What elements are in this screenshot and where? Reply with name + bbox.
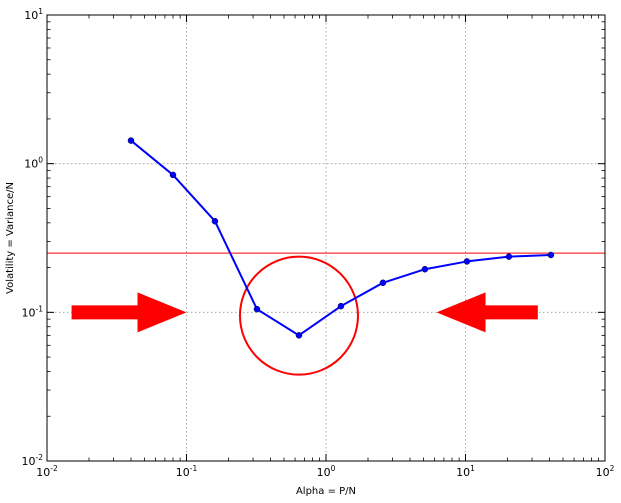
data-point <box>547 251 555 259</box>
plot-frame <box>46 14 606 462</box>
arrow-left <box>436 292 538 333</box>
y-tick-label: 10-2 <box>22 453 44 468</box>
x-tick-exponent: 0 <box>331 464 336 473</box>
x-axis-label: Alpha = P/N <box>296 486 356 497</box>
highlight-circle <box>238 255 359 376</box>
y-tick-base: 10 <box>22 306 36 319</box>
data-point <box>253 305 261 313</box>
data-point <box>169 171 177 179</box>
y-tick-label: 10-1 <box>22 304 44 319</box>
annotations <box>47 252 605 376</box>
y-tick-exponent: 1 <box>38 7 43 16</box>
y-axis-label: Volatility = Variance/N <box>5 182 16 294</box>
series-group <box>127 137 555 339</box>
y-tick-base: 10 <box>22 455 36 468</box>
x-tick-base: 10 <box>317 466 331 479</box>
x-tick-base: 10 <box>36 466 50 479</box>
data-point <box>421 265 429 273</box>
y-tick-exponent: 0 <box>38 156 43 165</box>
minor-ticks <box>47 15 605 461</box>
y-tick-exponent: -2 <box>36 453 44 462</box>
data-point <box>127 137 135 144</box>
x-tick-base: 10 <box>176 466 190 479</box>
y-tick-label: 101 <box>24 7 43 22</box>
x-tick-label: 10-1 <box>176 464 198 479</box>
x-tick-labels: 10-2 10-1 100 101 102 <box>36 464 614 479</box>
y-tick-exponent: -1 <box>36 304 44 313</box>
x-tick-exponent: -1 <box>190 464 198 473</box>
data-point <box>295 332 303 339</box>
x-tick-label: 10-2 <box>36 464 58 479</box>
data-point <box>211 217 219 225</box>
y-tick-base: 10 <box>24 158 38 171</box>
x-tick-base: 10 <box>456 466 470 479</box>
data-point <box>505 253 513 260</box>
x-tick-label: 100 <box>317 464 336 479</box>
x-tick-label: 101 <box>456 464 475 479</box>
x-tick-exponent: -2 <box>50 464 58 473</box>
data-point <box>379 279 387 287</box>
x-tick-exponent: 2 <box>610 464 615 473</box>
x-tick-exponent: 1 <box>470 464 475 473</box>
x-tick-label: 102 <box>596 464 615 479</box>
y-tick-base: 10 <box>24 9 38 22</box>
arrow-right <box>71 292 187 333</box>
x-tick-base: 10 <box>596 466 610 479</box>
data-point <box>463 258 471 265</box>
data-point <box>337 302 345 310</box>
y-tick-label: 100 <box>24 156 43 171</box>
